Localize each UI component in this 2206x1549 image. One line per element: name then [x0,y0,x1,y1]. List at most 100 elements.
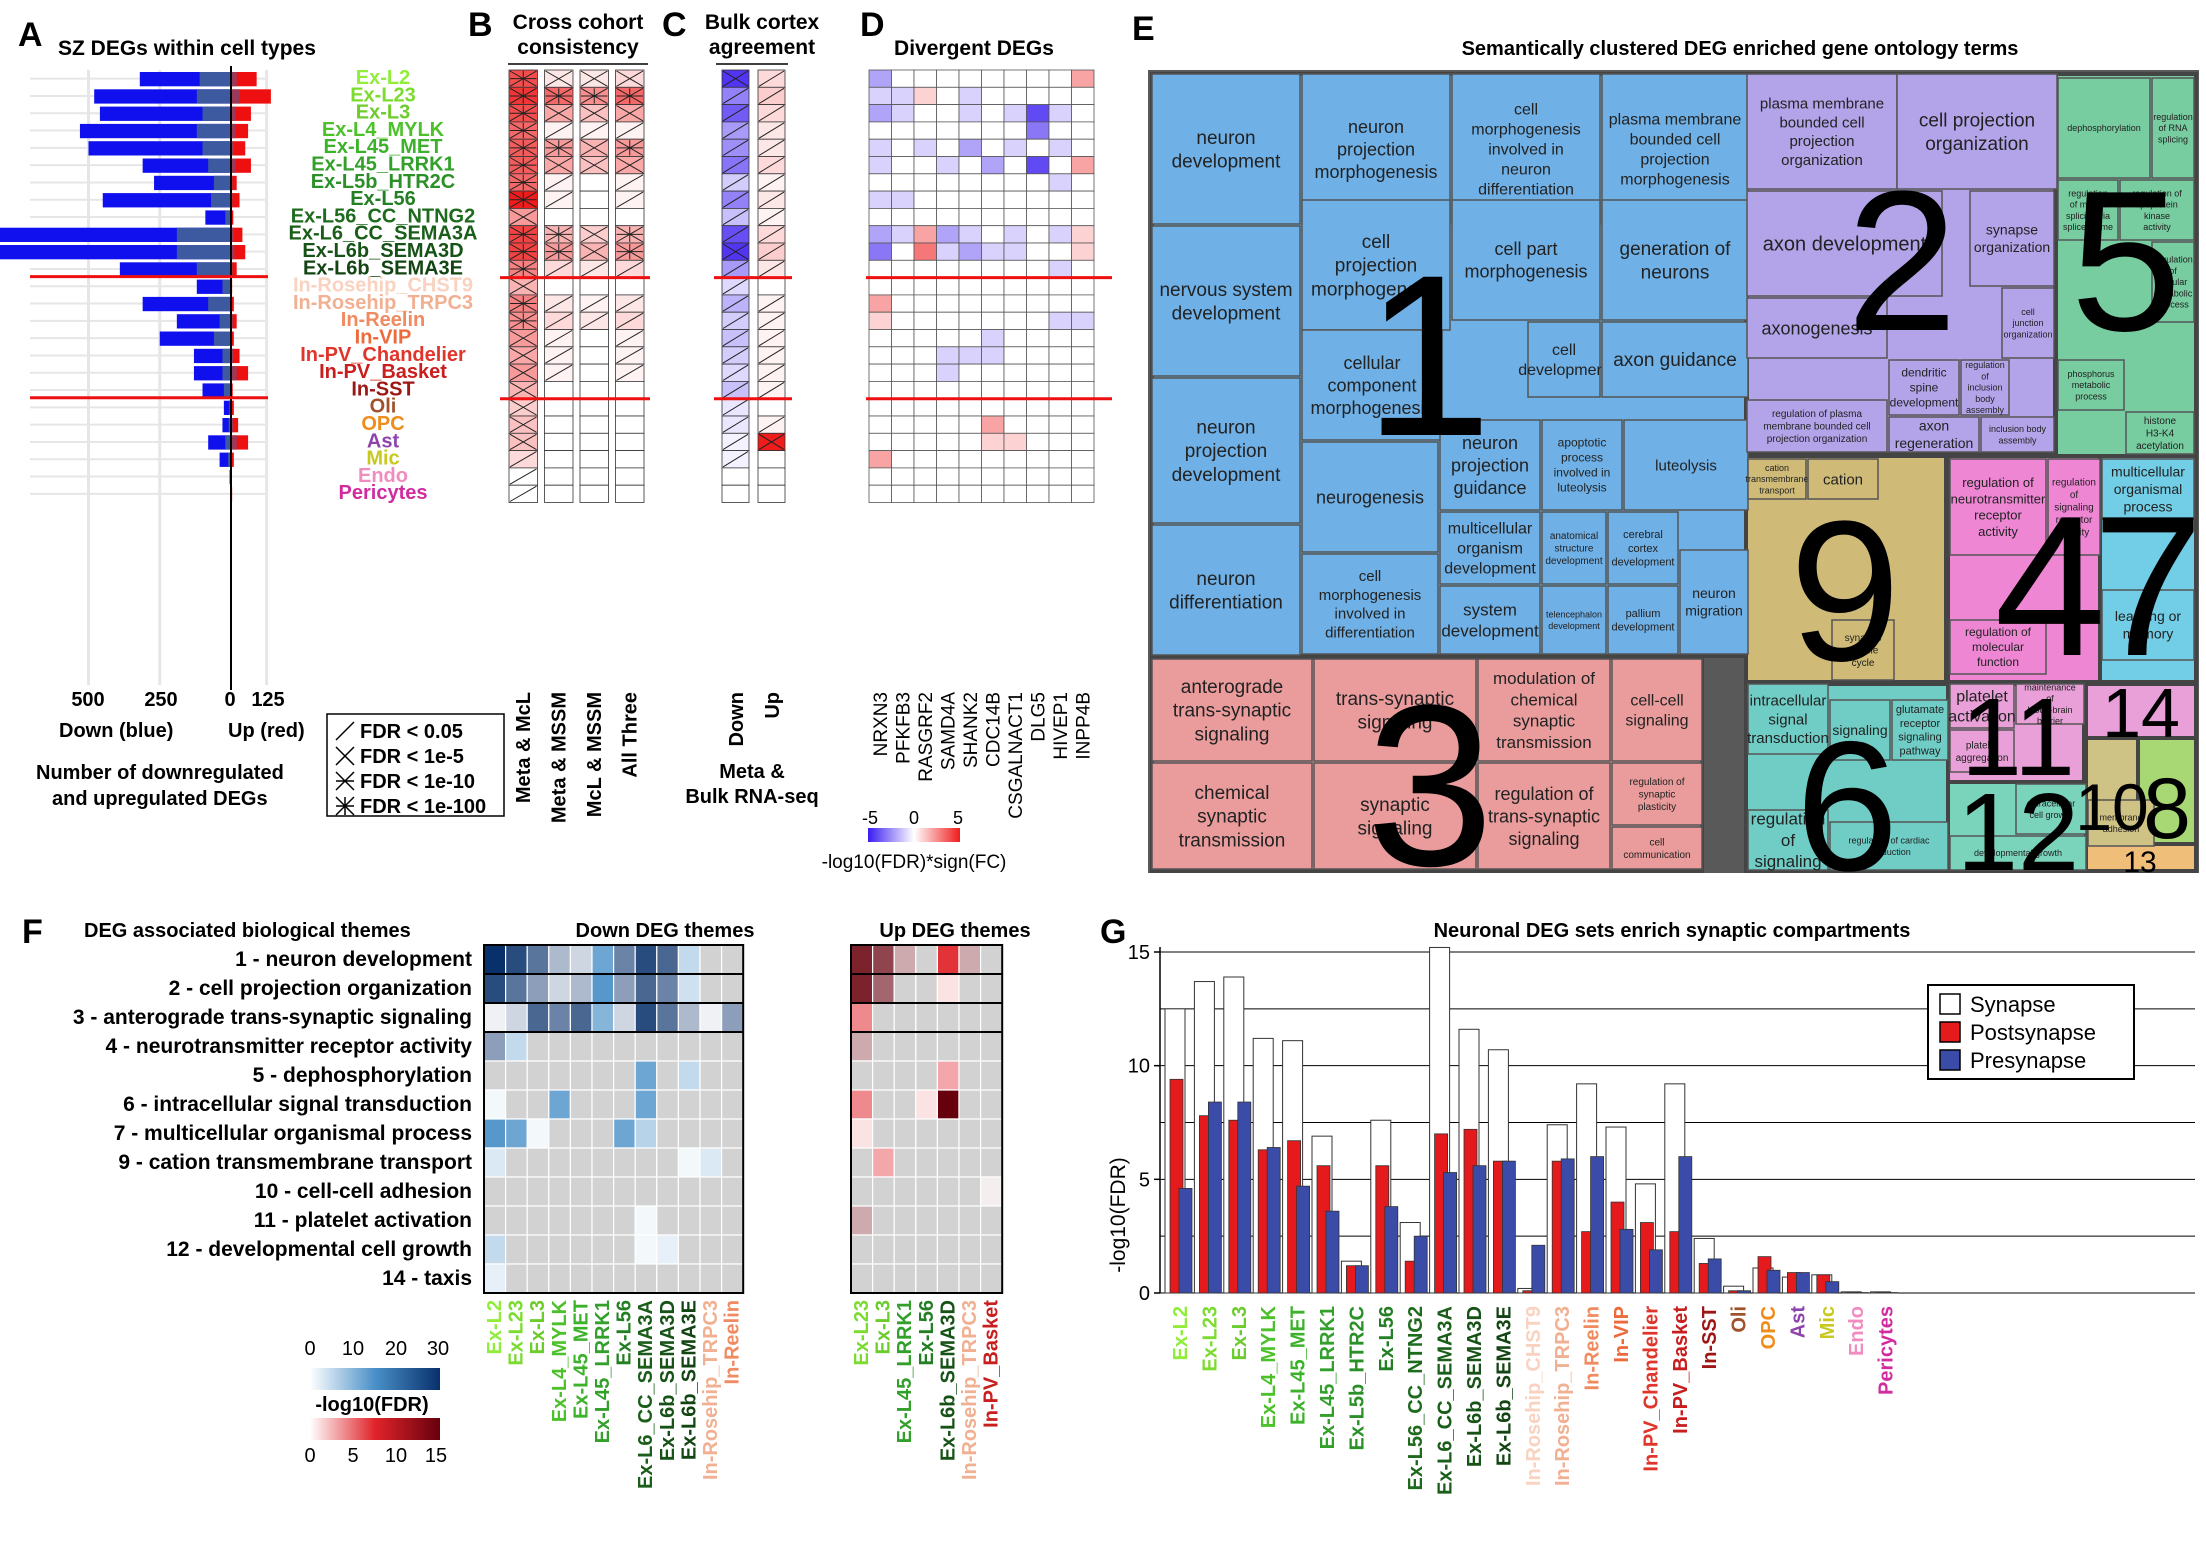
heatmap-cell [891,277,915,296]
heatmap-cell [891,484,915,503]
panel-a-tick-125: 125 [251,689,284,711]
heatmap-cell [979,1263,1003,1294]
heatmap-cell [656,1089,679,1120]
y-tick-label: 5 [1139,1169,1150,1191]
heatmap-cell [544,450,574,469]
heatmap-cell [1026,104,1050,123]
panel-letter-c: C [662,6,687,44]
heatmap-cell [1048,121,1072,140]
cell-marker [616,295,644,312]
category-label: In-PV_Basket [1670,1306,1692,1434]
heatmap-cell [579,432,609,451]
treemap-term-line: component [1327,375,1416,395]
heatmap-cell [913,415,937,434]
heatmap-cell [868,190,892,209]
panel-letter-d: D [860,6,885,44]
heatmap-cell [548,973,571,1004]
heatmap-cell [936,363,960,382]
treemap-tile [1313,658,1477,762]
cell-marker [616,330,644,347]
panel-d-heatmap [866,69,1112,503]
treemap-term-line: neurons [1641,263,1710,284]
cell-marker [545,330,573,347]
heatmap-cell [569,1176,593,1207]
panel-g-legend [1927,984,2135,1080]
heatmap-cell [893,1060,917,1091]
column-label: In-PV_Basket [981,1300,1003,1428]
heatmap-cell [591,944,615,975]
treemap-tile [1896,73,2058,190]
treemap-term-line: regulation of [1494,784,1594,804]
treemap-term-line: cell [2021,307,2035,317]
treemap-tile [1949,619,2047,675]
cell-marker [545,174,573,191]
heatmap-cell [656,1031,679,1062]
heatmap-cell [579,380,609,400]
heatmap-cell [979,944,1003,975]
treemap-tile [1607,585,1679,655]
heatmap-cell [548,1263,571,1294]
heatmap-cell [615,450,645,469]
bar-presynapse [1266,1147,1281,1294]
treemap-term: cation [1823,471,1863,488]
treemap-term: modulation of chemical synaptic transmissio… [1493,669,1595,752]
heatmap-cell [913,450,937,469]
heatmap-cell [868,398,892,417]
heatmap-cell [1026,398,1050,417]
heatmap-cell [891,363,915,382]
legend-label: Synapse [1970,992,2056,1017]
treemap-term-line: bounded cell [1630,132,1721,149]
treemap-term: platelet activation [1948,689,2016,726]
cell-marker [616,191,644,208]
treemap-term-line: dephosphorylation [2067,123,2141,133]
cell-marker [545,70,573,87]
heatmap-cell [1048,467,1072,486]
bar-down-consistent [202,141,231,156]
heatmap-cell [615,484,645,503]
heatmap-cell [871,1089,895,1120]
bar-down-consistent [176,227,231,242]
treemap-term: neuron projection morphogenesis [1314,117,1437,182]
theme-label: 5 - dephosphorylation [253,1064,472,1087]
panel-f-column-labels: Ex-L2 Ex-L23 Ex-L3 Ex-L4_MYLK Ex-L45_MET Ex-L… [484,1299,1003,1489]
heatmap-cell [913,432,937,451]
treemap-tile [2101,589,2195,661]
treemap-term-line: anterograde [1181,677,1283,698]
treemap-term-line: receptor [1974,508,2022,523]
heatmap-cell [868,86,892,106]
column-label: Up [762,692,784,719]
heatmap-cell [677,1176,701,1207]
heatmap-cell [893,944,917,975]
category-label: Ex-L5b_HTR2C [1346,1306,1368,1450]
panel-c-heatmap [714,69,792,503]
cell-marker [616,312,644,329]
heatmap-cell [868,484,892,503]
heatmap-cell [871,1234,895,1265]
bar-down [88,141,231,156]
cell-marker [509,208,537,226]
treemap-term: generation of neurons [1620,239,1732,284]
heatmap-cell [1026,190,1050,209]
column-label: Meta & MSSM [549,692,571,823]
heatmap-cell [979,1147,1003,1178]
panel-g-legend-entries: Synapse Postsynapse Presynapse [1939,992,2096,1073]
heatmap-cell [677,1031,701,1062]
column-label: Ex-L56 [614,1300,636,1366]
heatmap-cell [591,973,615,1004]
treemap-term-line: signaling [1754,852,1821,871]
heatmap-cell [868,225,892,244]
treemap-term: axon development [1763,234,1927,256]
treemap-term-line: vesicle [1848,646,1879,657]
heatmap-cell [958,1263,982,1294]
heatmap-cell [569,1147,593,1178]
heatmap-cell [526,1147,550,1178]
treemap-tile [2001,287,2055,359]
cell-marker [758,174,785,191]
treemap-term-line: cellular [1343,353,1400,373]
heatmap-cell [591,1002,615,1033]
heatmap-cell [891,121,915,140]
treemap-term-line: activity [2143,222,2171,232]
heatmap-cell [958,973,982,1004]
bar-down-consistent [225,435,231,450]
bar-down-consistent [222,366,231,381]
